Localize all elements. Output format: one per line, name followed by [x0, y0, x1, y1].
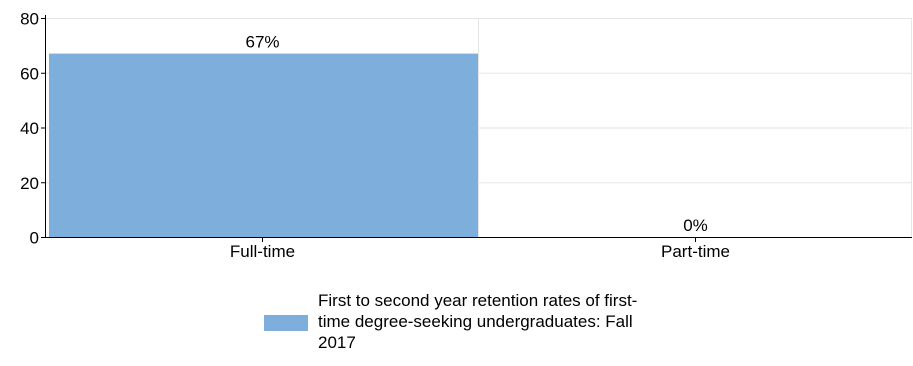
y-tick-label: 40 — [20, 119, 39, 138]
y-tick-label: 60 — [20, 64, 39, 83]
y-tick-label: 80 — [20, 10, 39, 29]
x-tick-label: Part-time — [661, 242, 730, 261]
bar — [49, 53, 478, 238]
legend-label: First to second year retention rates of … — [318, 291, 638, 352]
data-label: 0% — [683, 216, 708, 235]
axes — [41, 15, 912, 242]
legend-swatch — [264, 314, 308, 331]
bar-chart: 67% 0% 0 20 40 60 80 Full-time Part-time — [20, 10, 912, 262]
x-tick-label: Full-time — [230, 242, 295, 261]
bars — [49, 53, 478, 238]
y-tick-label: 20 — [20, 174, 39, 193]
labels: 67% 0% 0 20 40 60 80 Full-time Part-time — [20, 10, 730, 262]
data-label: 67% — [245, 33, 279, 52]
legend: First to second year retention rates of … — [264, 291, 638, 353]
y-tick-label: 0 — [30, 229, 39, 248]
